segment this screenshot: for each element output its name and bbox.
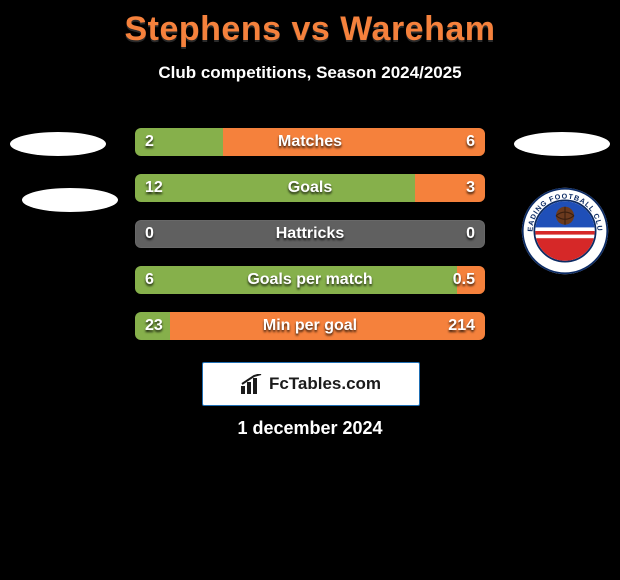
page-title: Stephens vs Wareham [0, 10, 620, 49]
comparison-card: Stephens vs Wareham Club competitions, S… [0, 10, 620, 580]
brand-label: FcTables.com [269, 374, 381, 394]
avatar-placeholder-left [10, 132, 106, 156]
stat-row: 2Matches6 [135, 128, 485, 156]
stats-list: 2Matches6 12Goals3 0Hattricks0 6Goals per m… [135, 128, 485, 340]
stat-label: Hattricks [135, 220, 485, 248]
reading-fc-crest-icon: READING FOOTBALL CLUB EST 1871 [520, 186, 610, 276]
bar-segment-left [135, 174, 415, 202]
stat-value-left: 0 [145, 220, 154, 248]
bar-segment-right [170, 312, 485, 340]
bar-segment-left [135, 312, 170, 340]
bar-segment-left [135, 266, 457, 294]
date-line: 1 december 2024 [0, 418, 620, 439]
bar-segment-right [415, 174, 485, 202]
stat-row: 23Min per goal214 [135, 312, 485, 340]
bar-segment-left [135, 128, 223, 156]
stat-row: 12Goals3 [135, 174, 485, 202]
stat-row: 6Goals per match0.5 [135, 266, 485, 294]
avatar-placeholder-right [514, 132, 610, 156]
subtitle: Club competitions, Season 2024/2025 [0, 63, 620, 83]
club-crest-right: READING FOOTBALL CLUB EST 1871 [520, 186, 610, 276]
stat-value-right: 0 [466, 220, 475, 248]
bar-chart-icon [241, 374, 263, 394]
club-logo-placeholder-left [22, 188, 118, 212]
brand-footer[interactable]: FcTables.com [202, 362, 420, 406]
stat-row: 0Hattricks0 [135, 220, 485, 248]
bar-segment-right [223, 128, 486, 156]
bar-segment-right [457, 266, 485, 294]
